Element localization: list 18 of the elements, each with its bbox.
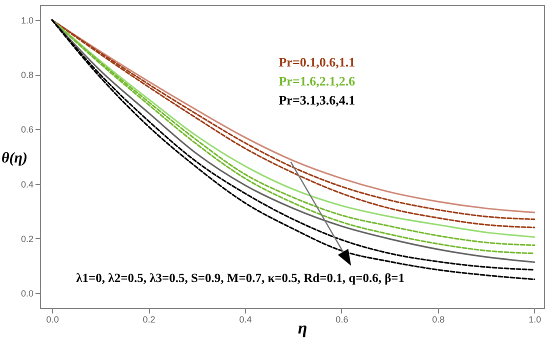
annotation: Pr=3.1,3.6,4.1	[278, 92, 356, 108]
x-tick-label: 0.4	[239, 314, 252, 324]
x-tick-label: 1.0	[528, 314, 542, 324]
y-tick-label: 0.0	[20, 288, 34, 298]
y-tick-label: 0.6	[20, 124, 34, 135]
x-tick-label: 0.6	[336, 314, 348, 324]
x-tick-label: 0.8	[432, 314, 445, 324]
y-tick-label: 0.8	[20, 70, 34, 80]
annotation: λ1=0, λ2=0.5, λ3=0.5, S=0.9, M=0.7, κ=0.5, Rd=0.1, q=0.6, β=1	[76, 270, 405, 285]
annotation: Pr=1.6,2.1,2.6	[278, 73, 356, 88]
y-axis-title: θ(η)	[2, 150, 28, 166]
y-tick-label: 0.4	[20, 179, 34, 190]
x-tick-label: 0.0	[46, 314, 59, 324]
annotation: Pr=0.1,0.6,1.1	[278, 54, 356, 70]
y-tick-label: 0.2	[20, 234, 34, 244]
x-tick-label: 0.2	[142, 314, 156, 324]
y-tick-label: 1.0	[20, 16, 34, 26]
x-axis-title: η	[298, 318, 308, 338]
